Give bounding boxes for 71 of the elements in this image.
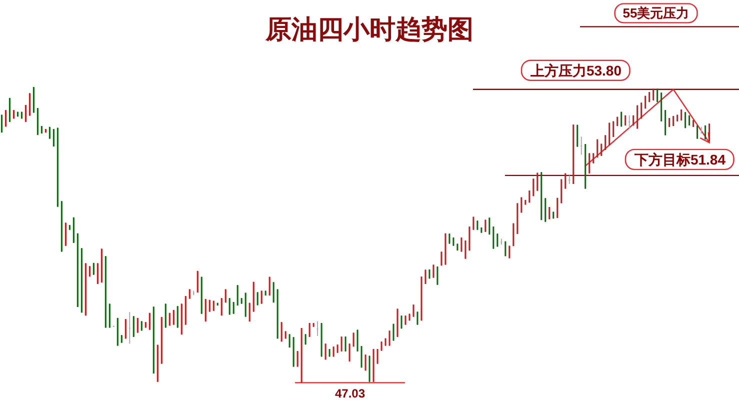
candlestick [604, 134, 606, 150]
candlestick [296, 350, 298, 368]
candlestick [708, 123, 710, 142]
candlestick [164, 303, 166, 328]
candlestick [24, 104, 26, 122]
candlestick [544, 198, 546, 222]
candlestick [608, 122, 610, 146]
candlestick [592, 152, 594, 164]
candlestick [220, 298, 222, 316]
candlestick [536, 172, 538, 192]
candlestick [388, 330, 390, 346]
candlestick [52, 128, 54, 147]
candlestick [228, 298, 230, 316]
candlestick [128, 312, 130, 344]
candlestick [380, 341, 382, 352]
candlestick [600, 143, 602, 156]
candlestick [248, 302, 250, 322]
candlestick [8, 97, 10, 122]
candlestick [132, 316, 134, 338]
candlestick [108, 303, 110, 328]
candlestick [596, 138, 598, 158]
candlestick [580, 136, 582, 156]
candlestick [256, 292, 258, 306]
candlestick [316, 320, 318, 336]
candlestick [476, 220, 478, 230]
candlestick [416, 311, 418, 326]
candlestick [460, 237, 462, 252]
candlestick [496, 233, 498, 248]
candlestick [432, 264, 434, 278]
candlestick [488, 217, 490, 236]
candlestick [472, 216, 474, 230]
candlestick [440, 251, 442, 266]
candlestick [244, 292, 246, 318]
candlestick [308, 322, 310, 338]
candlestick [612, 120, 614, 138]
candlestick [148, 312, 150, 330]
candlestick [412, 304, 414, 318]
candlestick [548, 206, 550, 220]
candlestick [28, 92, 30, 116]
candlestick [260, 290, 262, 304]
candlestick [532, 178, 534, 197]
candlestick [588, 152, 590, 174]
candlestick [236, 284, 238, 306]
candlestick [272, 282, 274, 304]
candlestick [64, 222, 66, 246]
chart-title: 原油四小时趋势图 [264, 14, 474, 44]
candlestick [280, 322, 282, 342]
candlestick [484, 219, 486, 232]
candlestick [684, 112, 686, 129]
candlestick [628, 114, 630, 129]
candlestick [4, 110, 6, 128]
candlestick [436, 266, 438, 286]
text: 47.03 [334, 386, 366, 401]
candlestick [556, 197, 558, 218]
candlestick [468, 226, 470, 252]
candlestick [288, 334, 290, 348]
text: 55美元压力 [622, 6, 690, 21]
annotation: 下方目标51.84 [633, 151, 726, 168]
candlestick [204, 298, 206, 322]
candlestick [704, 124, 706, 140]
candlestick [176, 306, 178, 328]
candlestick [424, 269, 426, 284]
candlestick [324, 343, 326, 360]
candlestick [268, 276, 270, 296]
candlestick [124, 318, 126, 340]
candlestick [400, 315, 402, 330]
text: 上方压力53.80 [529, 62, 622, 78]
candlestick [464, 240, 466, 260]
candlestick [492, 226, 494, 250]
candlestick [96, 262, 98, 284]
candlestick [640, 102, 642, 120]
